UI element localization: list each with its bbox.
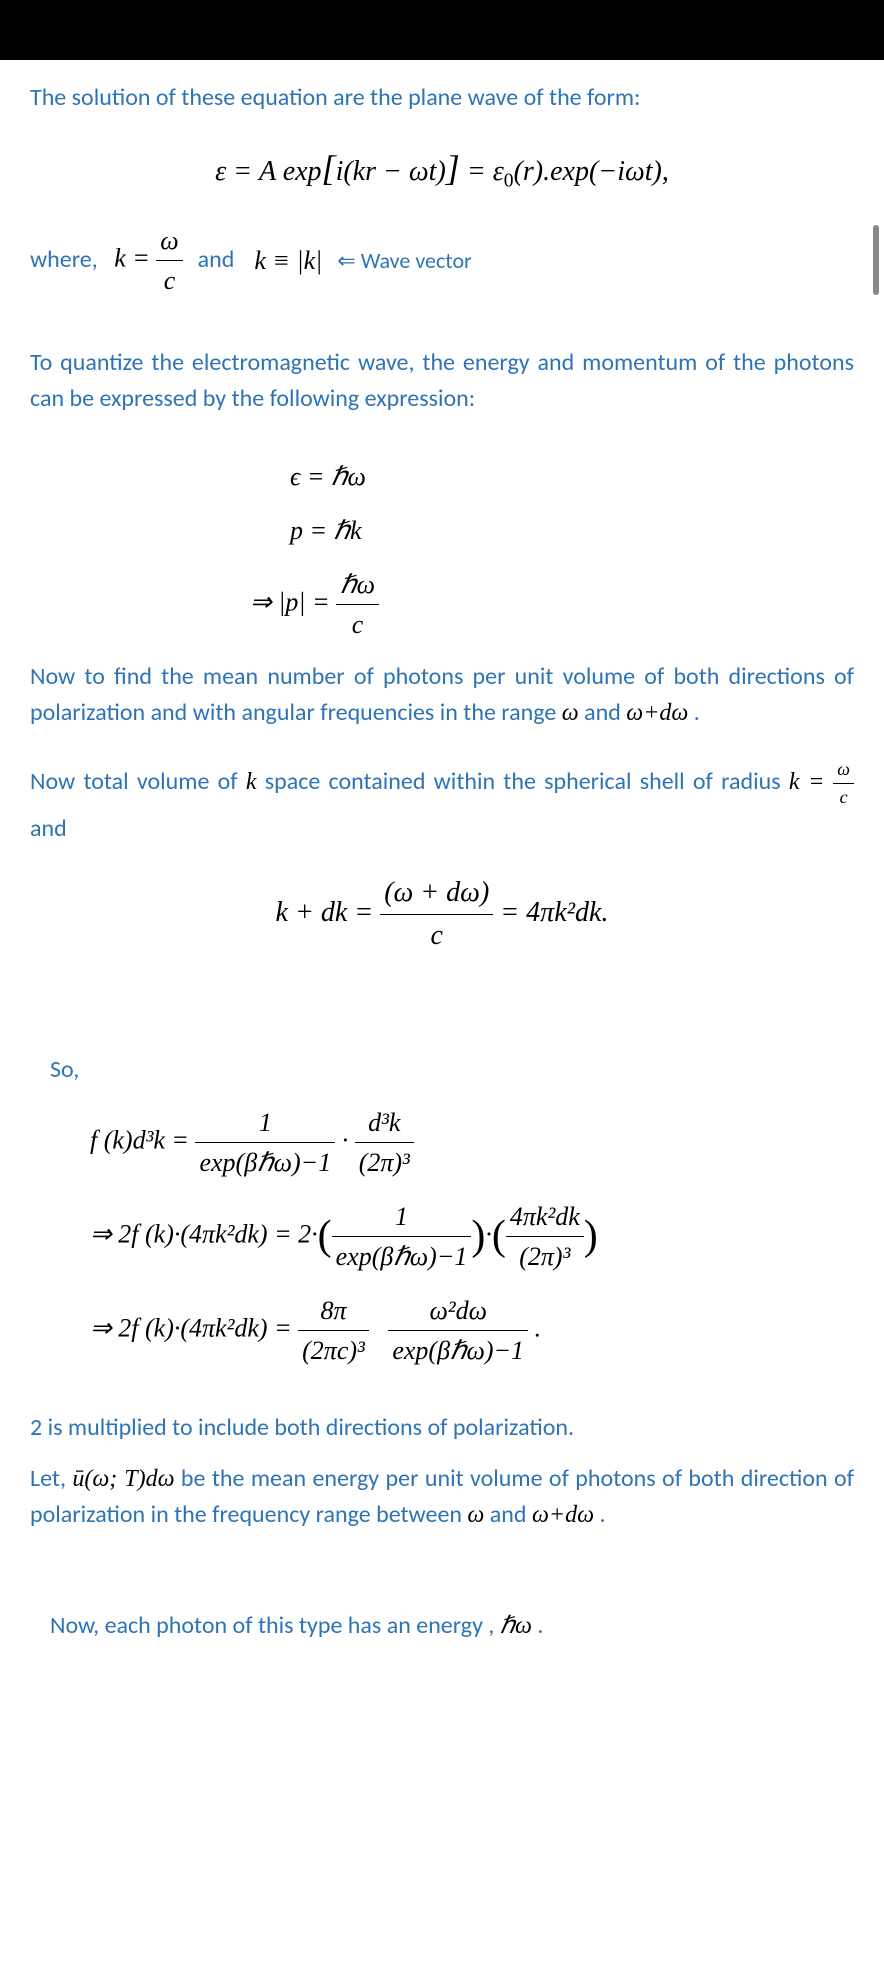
equation-energy: ϵ = ℏω: [30, 457, 854, 496]
polarization-note: 2 is multiplied to include both directio…: [30, 1410, 854, 1446]
document-content: The solution of these equation are the p…: [0, 60, 884, 1664]
scroll-indicator[interactable]: [873, 225, 879, 295]
so-label: So,: [50, 1052, 854, 1088]
equation-shell: k + dk = (ω + dω)c = 4πk²dk.: [30, 872, 854, 957]
k-space-paragraph: Now total volume of k space contained wi…: [30, 756, 854, 847]
k-modulus: k ≡ |k|: [254, 241, 322, 280]
equation-2fk-2: ⇒ 2f (k)·(4πk²dk) = 8π(2πc)³ ω²dωexp(βℏω…: [30, 1291, 854, 1370]
where-label: where,: [30, 242, 98, 278]
photon-energy-line: Now, each photon of this type has an ene…: [30, 1608, 854, 1644]
let-paragraph: Let, ū(ω; T)dω be the mean energy per un…: [30, 1461, 854, 1533]
equation-fk: f (k)d³k = 1exp(βℏω)−1 · d³k(2π)³: [30, 1103, 854, 1182]
quantize-paragraph: To quantize the electromagnetic wave, th…: [30, 345, 854, 417]
equation-momentum: p = ℏk: [30, 511, 854, 550]
equation-momentum-mag: ⇒ |p| = ℏωc: [30, 565, 854, 644]
where-line: where, k = ωc and k ≡ |k| ⇐ Wave vector: [30, 221, 854, 300]
and-label: and: [198, 242, 235, 278]
top-bar: [0, 0, 884, 60]
mean-number-paragraph: Now to find the mean number of photons p…: [30, 659, 854, 731]
k-definition: k = ωc: [108, 221, 183, 300]
wave-vector-label: ⇐ Wave vector: [337, 244, 471, 277]
intro-line: The solution of these equation are the p…: [30, 80, 854, 116]
equation-2fk-1: ⇒ 2f (k)·(4πk²dk) = 2·(1exp(βℏω)−1)·(4πk…: [30, 1197, 854, 1276]
equation-plane-wave: ε = A exp[i(kr − ωt)] = ε0(r).exp(−iωt),: [30, 141, 854, 196]
